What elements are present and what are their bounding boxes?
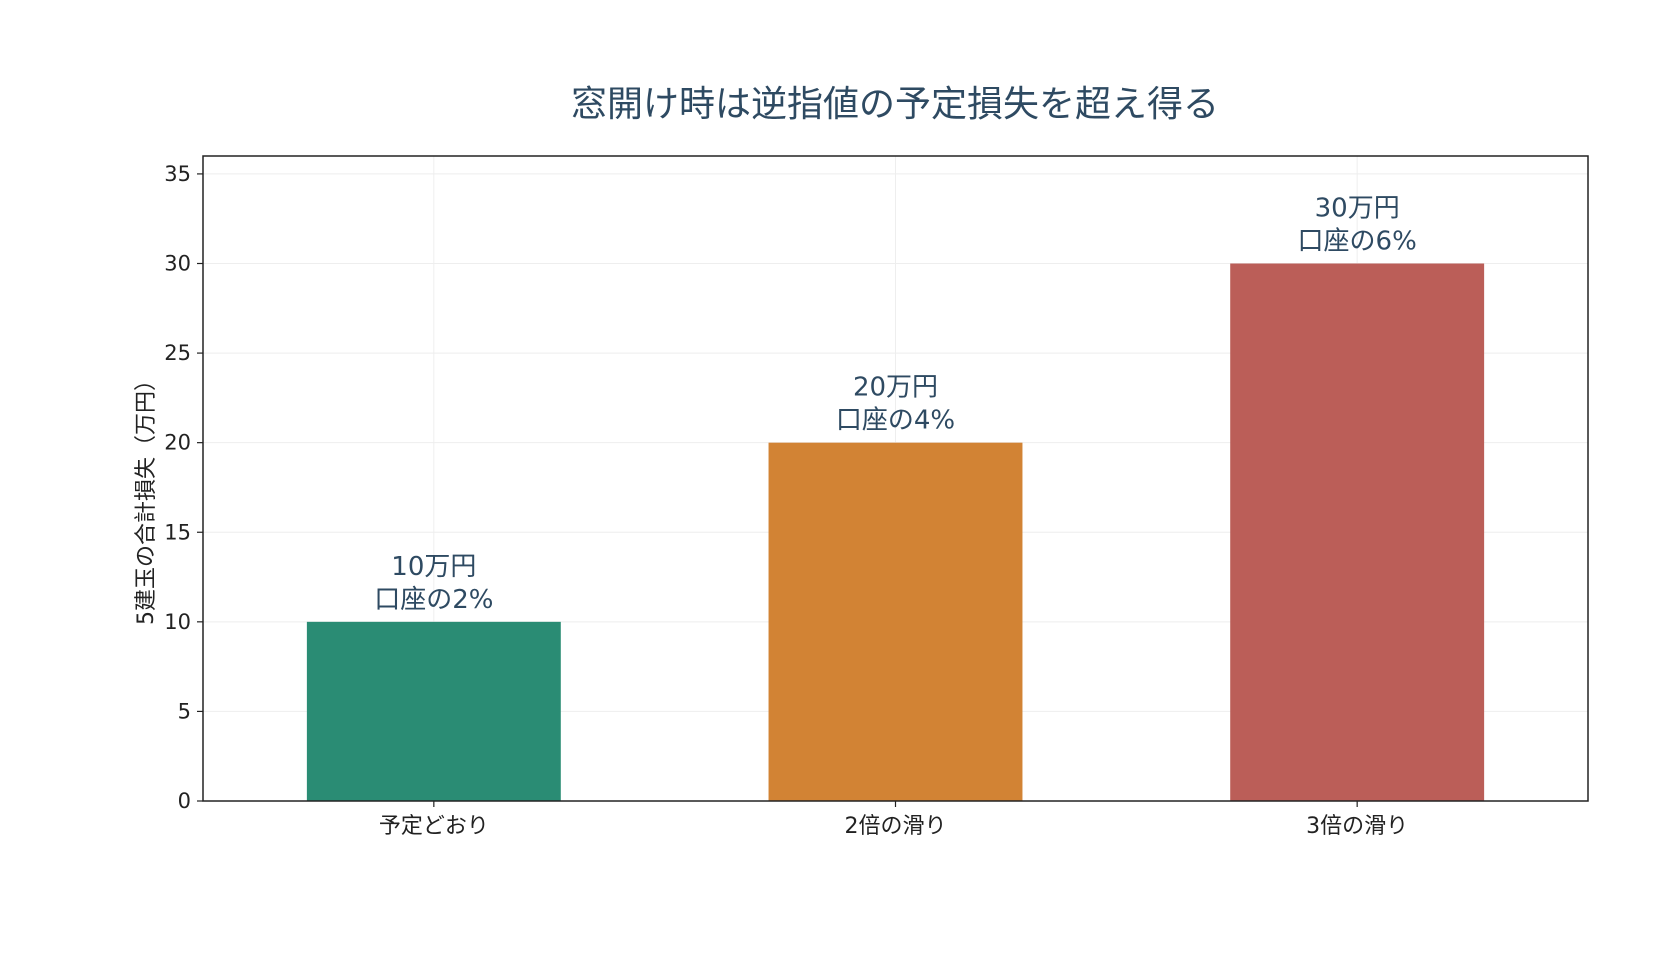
y-tick-label: 30: [164, 252, 191, 276]
bar: [768, 442, 1023, 801]
bar-data-label: 30万円: [1315, 194, 1400, 224]
y-tick-label: 25: [164, 341, 191, 365]
bar-data-label: 20万円: [853, 373, 938, 403]
bars: [306, 263, 1485, 801]
y-tick-label: 0: [178, 789, 191, 813]
bar-data-label: 口座の6%: [1298, 227, 1417, 257]
y-tick-label: 10: [164, 610, 191, 634]
bar: [306, 621, 561, 801]
y-tick-label: 20: [164, 431, 191, 455]
y-tick-label: 35: [164, 162, 191, 186]
bar-data-label: 口座の2%: [374, 585, 493, 615]
y-axis-ticks: 0 5 10 15 20 25 30 35: [164, 162, 203, 813]
y-axis-label: 5建玉の合計損失（万円）: [134, 369, 159, 625]
x-tick-label: 2倍の滑り: [845, 814, 947, 839]
y-tick-label: 5: [178, 699, 191, 723]
x-tick-label: 予定どおり: [379, 814, 489, 839]
chart-title: 窓開け時は逆指値の予定損失を超え得る: [571, 84, 1219, 125]
y-tick-label: 15: [164, 520, 191, 544]
bar-data-label: 10万円: [391, 552, 476, 582]
bar: [1230, 263, 1485, 801]
bar-data-label: 口座の4%: [836, 406, 955, 436]
x-tick-label: 3倍の滑り: [1306, 814, 1408, 839]
x-axis-ticks: 予定どおり 2倍の滑り 3倍の滑り: [379, 801, 1408, 839]
